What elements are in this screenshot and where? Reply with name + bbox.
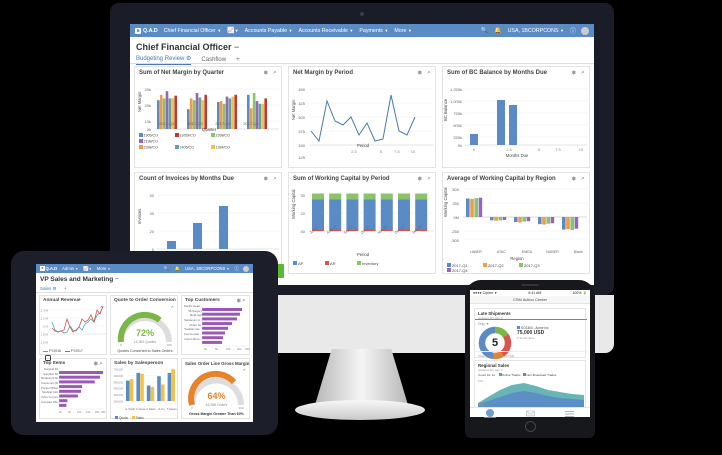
- svg-text:40: 40: [301, 229, 306, 234]
- svg-text:10: 10: [579, 147, 584, 152]
- svg-text:2.2 M: 2.2 M: [40, 317, 48, 321]
- svg-text:5: 5: [380, 149, 383, 154]
- svg-text:10: 10: [411, 149, 416, 154]
- svg-text:20: 20: [301, 211, 306, 216]
- svg-text:30: 30: [150, 211, 155, 216]
- svg-text:43,288 Orders: 43,288 Orders: [206, 403, 228, 407]
- svg-text:40: 40: [150, 193, 155, 198]
- svg-text:700,000: 700,000: [114, 368, 124, 372]
- svg-text:20k: 20k: [145, 103, 151, 108]
- svg-text:-500: -500: [451, 238, 460, 243]
- svg-text:400: 400: [298, 115, 305, 120]
- svg-text:0M: 0M: [453, 215, 459, 220]
- svg-text:25k: 25k: [245, 347, 250, 351]
- svg-text:5k: 5k: [215, 347, 219, 351]
- svg-text:2 M: 2 M: [43, 325, 49, 329]
- svg-text:5: 5: [538, 147, 541, 152]
- svg-text:375: 375: [298, 129, 305, 134]
- svg-text:15k: 15k: [226, 347, 231, 351]
- svg-text:0k: 0k: [204, 347, 208, 351]
- svg-text:1.8 M: 1.8 M: [40, 333, 48, 337]
- svg-text:250k: 250k: [453, 135, 462, 140]
- svg-text:200,000: 200,000: [114, 400, 124, 404]
- svg-text:400,000: 400,000: [114, 387, 124, 391]
- svg-text:7.5: 7.5: [394, 149, 400, 154]
- svg-text:10k: 10k: [478, 379, 483, 383]
- svg-text:450: 450: [298, 87, 305, 92]
- svg-text:64%: 64%: [207, 391, 225, 401]
- svg-text:0: 0: [120, 343, 122, 346]
- svg-text:5: 5: [492, 337, 498, 349]
- svg-text:20k: 20k: [95, 410, 100, 414]
- svg-text:600,000: 600,000: [114, 374, 124, 378]
- svg-text:100: 100: [238, 406, 243, 409]
- svg-text:2.5: 2.5: [506, 147, 512, 152]
- svg-text:125: 125: [298, 155, 305, 160]
- svg-text:-250: -250: [451, 229, 460, 234]
- svg-text:25k: 25k: [101, 410, 106, 414]
- svg-text:2.4 M: 2.4 M: [40, 309, 48, 313]
- svg-text:20: 20: [150, 229, 155, 234]
- svg-text:300,000: 300,000: [114, 393, 124, 397]
- svg-text:0k: 0k: [458, 143, 462, 148]
- svg-text:2.5: 2.5: [351, 149, 357, 154]
- svg-text:425: 425: [298, 101, 305, 106]
- svg-text:72%: 72%: [136, 328, 154, 338]
- svg-text:15k: 15k: [86, 410, 91, 414]
- svg-text:5k: 5k: [68, 410, 72, 414]
- svg-text:0: 0: [473, 147, 476, 152]
- svg-text:500k: 500k: [453, 123, 462, 128]
- svg-text:750k: 750k: [453, 111, 462, 116]
- svg-text:20k: 20k: [237, 347, 242, 351]
- svg-text:0k: 0k: [59, 410, 63, 414]
- svg-text:20k: 20k: [145, 87, 151, 92]
- svg-text:500,000: 500,000: [114, 380, 124, 384]
- svg-text:14,361 Quotes: 14,361 Quotes: [134, 340, 157, 344]
- svg-text:100: 100: [166, 343, 171, 346]
- svg-text:1,250k: 1,250k: [450, 87, 462, 92]
- svg-text:500: 500: [452, 187, 459, 192]
- svg-text:1.5 M: 1.5 M: [40, 341, 48, 345]
- svg-text:30: 30: [301, 193, 306, 198]
- svg-text:250: 250: [452, 201, 459, 206]
- svg-text:10k: 10k: [77, 410, 82, 414]
- svg-text:0: 0: [191, 406, 193, 409]
- svg-text:7.5: 7.5: [555, 147, 561, 152]
- svg-text:1,000k: 1,000k: [450, 99, 462, 104]
